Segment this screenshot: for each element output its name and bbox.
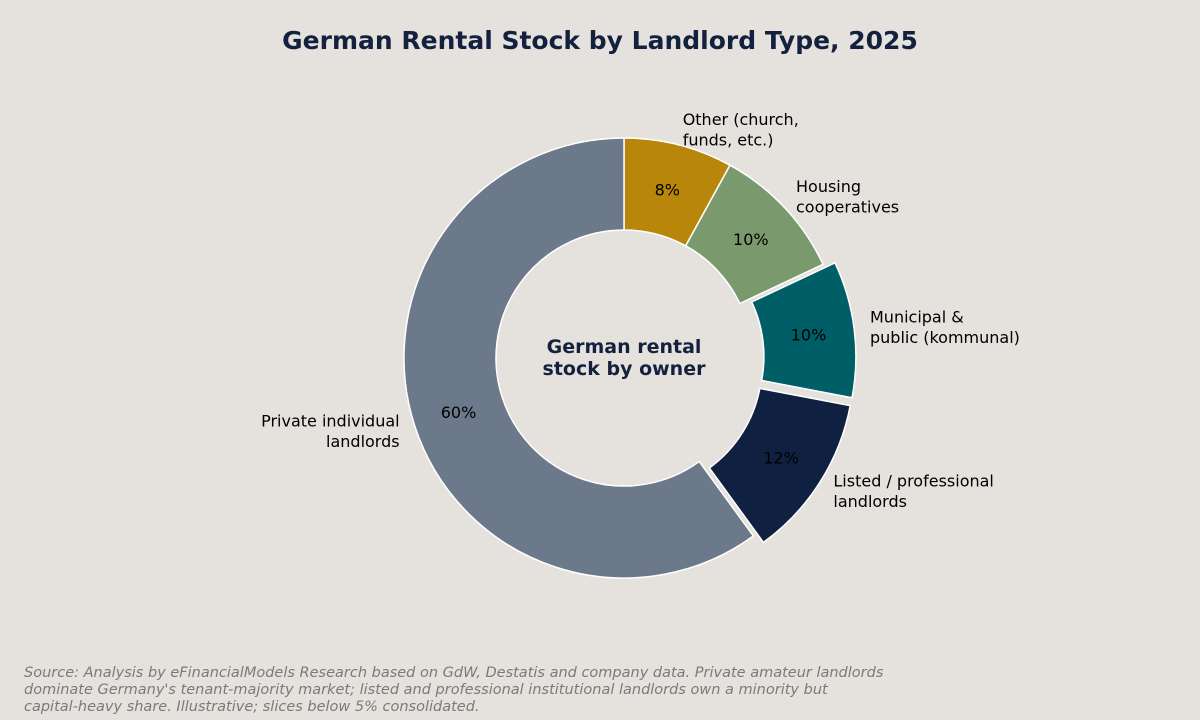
percent-label: 60% [441,403,477,422]
center-label: German rental stock by owner [543,336,707,380]
slice-label: Other (church, funds, etc.) [683,110,799,150]
slice-label-line: cooperatives [796,198,899,217]
percent-label: 10% [791,326,827,345]
donut-slice [708,387,851,544]
center-label-line: stock by owner [543,358,707,380]
slice-label-line: funds, etc.) [683,131,774,150]
slice-label: Listed / professional landlords [833,472,993,512]
slice-label-line: landlords [326,432,400,451]
slice-label-line: landlords [833,492,907,511]
donut-slices [403,137,857,579]
donut-slice [750,262,857,399]
slice-label: Private individual landlords [261,412,400,452]
slice-label-line: Listed / professional [833,472,993,491]
slice-label: Housing cooperatives [796,177,899,217]
percent-label: 12% [763,449,799,468]
center-label-line: German rental [547,336,702,358]
percent-label: 8% [655,181,680,200]
donut-slice [684,164,824,305]
slice-label: Municipal & public (kommunal) [870,308,1020,348]
slice-label-line: Municipal & [870,308,964,327]
slice-labels: Other (church, funds, etc.) Housing coopera… [261,110,1020,511]
chart-title: German Rental Stock by Landlord Type, 20… [282,26,918,55]
slice-label-line: Private individual [261,412,400,431]
slice-label-line: public (kommunal) [870,328,1020,347]
slice-label-line: Housing [796,177,861,196]
percent-labels: 8% 10% 10% 12% 60% [441,181,827,468]
donut-slice [403,137,755,579]
slice-label-line: Other (church, [683,110,799,129]
source-note: Source: Analysis by eFinancialModels Res… [24,665,884,715]
percent-label: 10% [733,230,769,249]
